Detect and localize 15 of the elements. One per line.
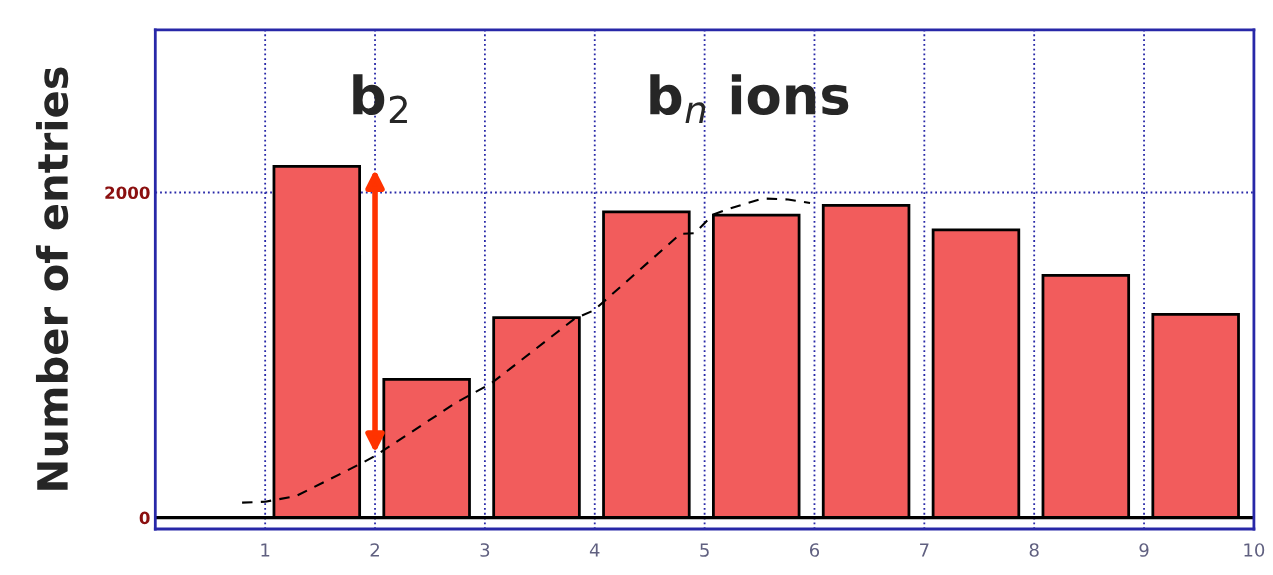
- x-tick-label: 8: [1029, 543, 1039, 557]
- y-tick-label: 2000: [105, 186, 150, 200]
- annotation: b$_{n}$ ions: [650, 74, 849, 123]
- x-tick-label: 3: [480, 543, 490, 557]
- x-tick-label: 1: [261, 543, 270, 557]
- x-tick-label: 2: [370, 543, 379, 557]
- x-tick-label: 10: [1244, 543, 1265, 557]
- y-tick-label: 0: [139, 511, 150, 525]
- annotation: b$_{2}$: [353, 74, 407, 123]
- x-tick-label: 6: [809, 543, 820, 557]
- x-tick-label: 4: [589, 543, 600, 557]
- x-tick-label: 7: [920, 543, 929, 557]
- x-tick-label: 5: [700, 543, 709, 557]
- x-tick-label: 9: [1139, 543, 1149, 557]
- y-axis-title: Number of entries: [35, 67, 69, 490]
